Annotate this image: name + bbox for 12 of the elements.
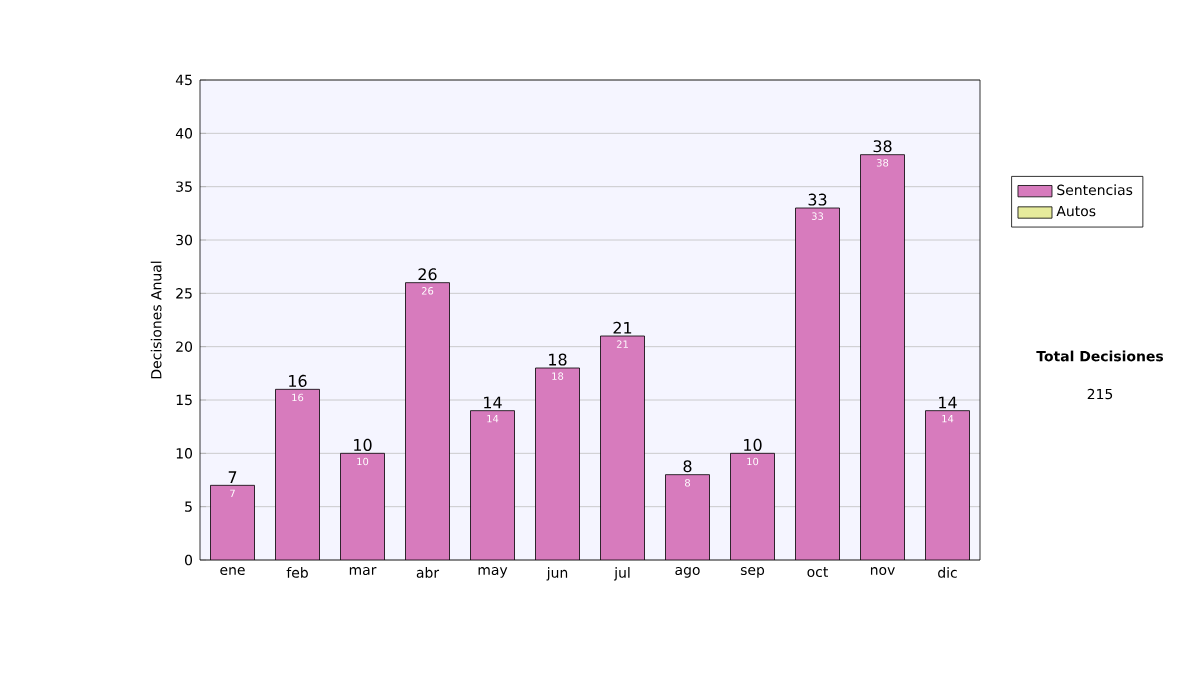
bar bbox=[665, 474, 710, 560]
bar bbox=[470, 410, 515, 560]
bar bbox=[860, 154, 905, 560]
bar bbox=[210, 485, 255, 560]
bar bbox=[275, 389, 320, 560]
bar bbox=[340, 453, 385, 560]
bar bbox=[600, 336, 645, 560]
bar bbox=[535, 368, 580, 560]
bar bbox=[795, 208, 840, 560]
bar bbox=[730, 453, 775, 560]
bar bbox=[925, 410, 970, 560]
bar bbox=[405, 282, 450, 560]
